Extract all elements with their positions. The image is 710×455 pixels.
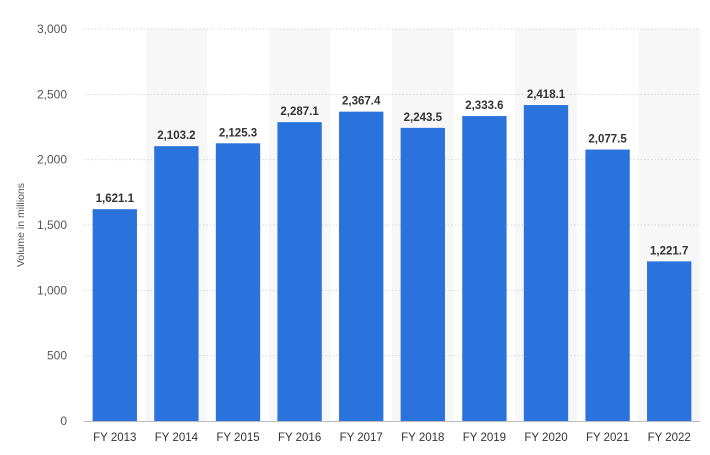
bar — [462, 116, 507, 421]
y-tick-label: 3,000 — [37, 22, 67, 36]
y-tick-label: 2,500 — [37, 87, 67, 101]
x-axis-ticks: FY 2013 FY 2014 FY 2015 FY 2016 FY 2017 FY 20… — [93, 432, 691, 444]
data-label: 1,221.7 — [650, 245, 688, 257]
data-label: 2,243.5 — [404, 112, 443, 124]
data-labels: 1,621.1 2,103.2 2,125.3 2,287.1 2,367.4 2,243… — [96, 89, 689, 257]
bars — [92, 105, 692, 422]
data-label: 2,125.3 — [219, 127, 257, 139]
data-label: 2,367.4 — [342, 96, 381, 108]
bar — [647, 261, 692, 421]
bar — [215, 143, 261, 421]
x-tick-label: FY 2019 — [463, 432, 506, 444]
data-label: 2,333.6 — [465, 100, 503, 112]
bar — [277, 122, 322, 421]
data-label: 2,287.1 — [280, 106, 319, 118]
bar — [92, 209, 137, 421]
x-tick-label: FY 2022 — [648, 432, 691, 444]
bar — [154, 146, 199, 421]
x-tick-label: FY 2013 — [93, 432, 136, 444]
bar — [585, 149, 630, 422]
data-label: 1,621.1 — [96, 193, 135, 205]
y-tick-label: 1,000 — [37, 283, 67, 297]
y-axis-ticks: 0 500 1,000 1,500 2,000 2,500 3,000 — [37, 22, 67, 428]
y-tick-label: 1,500 — [37, 218, 67, 232]
x-tick-label: FY 2018 — [401, 432, 444, 444]
x-tick-label: FY 2021 — [586, 432, 629, 444]
x-tick-label: FY 2014 — [155, 432, 199, 444]
data-label: 2,418.1 — [527, 89, 566, 101]
y-tick-label: 2,000 — [37, 153, 67, 167]
y-axis-title: Volume in millions — [15, 183, 27, 267]
data-label: 2,077.5 — [588, 134, 627, 146]
bar — [400, 127, 445, 421]
bar — [339, 111, 384, 422]
x-tick-label: FY 2016 — [278, 432, 321, 444]
x-tick-label: FY 2020 — [524, 432, 567, 444]
y-tick-label: 0 — [60, 414, 67, 428]
x-tick-label: FY 2017 — [340, 432, 383, 444]
y-tick-label: 500 — [47, 349, 67, 363]
x-tick-label: FY 2015 — [216, 432, 259, 444]
data-label: 2,103.2 — [157, 130, 195, 142]
bar — [523, 105, 569, 421]
